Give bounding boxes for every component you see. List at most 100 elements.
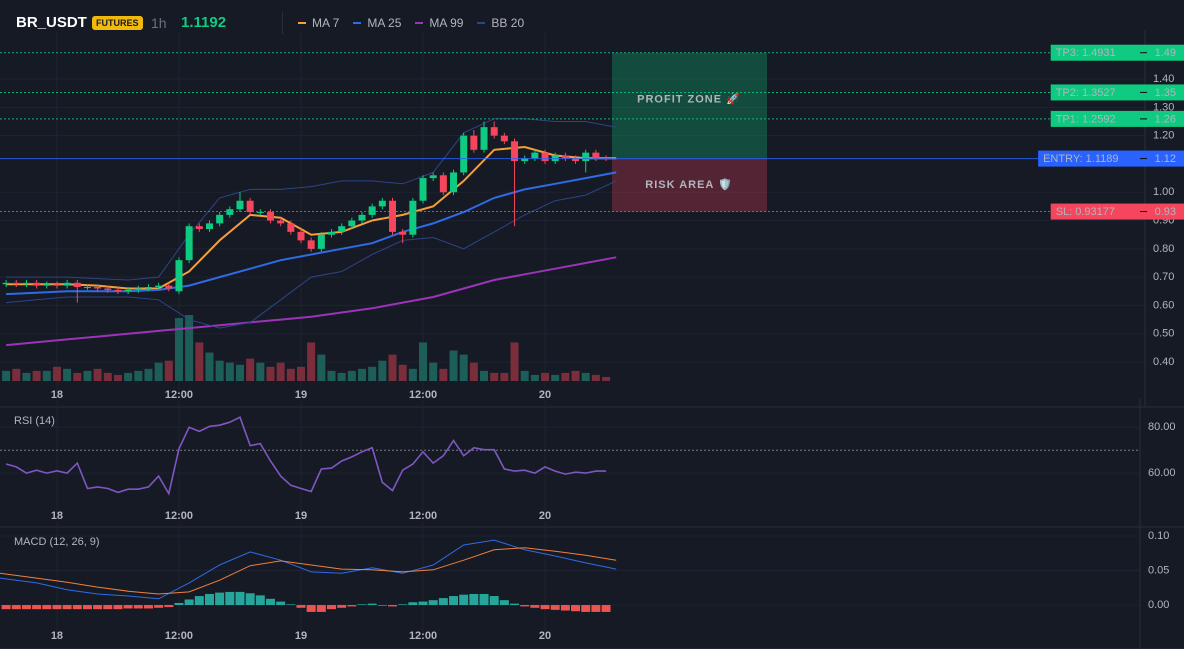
volume-bar bbox=[12, 368, 21, 381]
histogram-bar bbox=[479, 593, 489, 606]
candle-body bbox=[83, 287, 91, 289]
histogram-bar bbox=[225, 591, 235, 606]
legend-item[interactable]: MA 99 bbox=[415, 16, 463, 30]
candle-body bbox=[22, 282, 30, 285]
y-tick-label: 60.00 bbox=[1148, 467, 1176, 479]
candle-body bbox=[338, 226, 346, 232]
histogram-bar bbox=[62, 605, 72, 610]
volume bbox=[2, 315, 611, 381]
candle-body bbox=[236, 200, 244, 210]
candle-body bbox=[134, 288, 142, 290]
histogram-bar bbox=[204, 593, 214, 606]
candle-body bbox=[12, 282, 20, 285]
volume-bar bbox=[63, 368, 72, 381]
candle-body bbox=[226, 209, 234, 215]
zone bbox=[612, 52, 767, 159]
candle-body bbox=[144, 287, 152, 289]
volume-bar bbox=[530, 374, 539, 381]
candle-body bbox=[43, 284, 51, 286]
legend-swatch bbox=[353, 22, 362, 24]
histogram-bar bbox=[347, 605, 357, 607]
candle-body bbox=[266, 212, 274, 221]
x-tick-label: 20 bbox=[539, 630, 551, 642]
volume-bar bbox=[103, 372, 112, 381]
x-tick-label: 12:00 bbox=[409, 630, 437, 642]
histogram-bar bbox=[418, 601, 428, 606]
histogram-bar bbox=[591, 605, 601, 612]
histogram-bar bbox=[408, 602, 418, 606]
histogram-bar bbox=[245, 593, 255, 606]
histogram-bar bbox=[296, 605, 306, 608]
x-tick-label: 12:00 bbox=[409, 389, 437, 401]
separator bbox=[282, 12, 283, 34]
candle-body bbox=[175, 260, 183, 292]
y-tick-label: 1.40 bbox=[1153, 73, 1174, 85]
y-tick-label: 0.50 bbox=[1153, 328, 1174, 340]
volume-bar bbox=[185, 315, 194, 381]
candle-body bbox=[165, 285, 173, 289]
candle-body bbox=[470, 135, 478, 150]
level-label: TP3: 1.4931 bbox=[1056, 47, 1116, 59]
volume-bar bbox=[429, 362, 438, 381]
y-tick-label: 0.05 bbox=[1148, 564, 1169, 576]
candle-body bbox=[480, 127, 488, 150]
histogram-bar bbox=[449, 596, 459, 606]
candle-body bbox=[460, 135, 468, 173]
histogram-bar bbox=[52, 605, 62, 610]
x-tick-label: 20 bbox=[539, 510, 551, 522]
volume-bar bbox=[602, 376, 611, 381]
histogram-bar bbox=[388, 605, 398, 607]
volume-bar bbox=[388, 354, 397, 381]
legend-item[interactable]: MA 25 bbox=[353, 16, 401, 30]
histogram-bar bbox=[398, 604, 408, 606]
interval[interactable]: 1h bbox=[151, 15, 167, 31]
candle-body bbox=[124, 289, 132, 292]
y-tick-label: 0.70 bbox=[1153, 271, 1174, 283]
legend-item[interactable]: BB 20 bbox=[477, 16, 524, 30]
zone-label: RISK AREA 🛡️ bbox=[645, 178, 732, 191]
zone-label: PROFIT ZONE 🚀 bbox=[637, 93, 741, 106]
volume-bar bbox=[42, 370, 51, 381]
candle-body bbox=[277, 220, 285, 224]
volume-bar bbox=[215, 360, 224, 381]
volume-bar bbox=[307, 342, 316, 381]
volume-bar bbox=[337, 372, 346, 381]
rsi-line bbox=[5, 416, 607, 496]
histogram-bar bbox=[459, 594, 469, 606]
volume-bar bbox=[439, 368, 448, 381]
header: BR_USDT FUTURES 1h 1.1192 MA 7 MA 25 MA 99… bbox=[0, 0, 1184, 46]
level-label: ENTRY: 1.1189 bbox=[1043, 153, 1118, 165]
volume-bar bbox=[195, 342, 204, 381]
histogram-bar bbox=[337, 605, 347, 608]
histogram-bar bbox=[82, 605, 92, 610]
histogram-bar bbox=[510, 603, 520, 606]
volume-bar bbox=[154, 362, 163, 381]
histogram-bar bbox=[154, 605, 164, 608]
x-tick-label: 19 bbox=[295, 630, 307, 642]
candle-body bbox=[500, 135, 508, 142]
volume-bar bbox=[276, 362, 285, 381]
candle-body bbox=[205, 223, 213, 230]
histogram-bar bbox=[306, 605, 316, 612]
candle-body bbox=[490, 127, 498, 136]
histogram-bar bbox=[103, 605, 113, 610]
candle-body bbox=[582, 152, 590, 162]
histogram-bar bbox=[316, 605, 326, 612]
histogram-bar bbox=[133, 605, 143, 609]
legend-item[interactable]: MA 7 bbox=[298, 16, 339, 30]
histogram-bar bbox=[286, 604, 296, 606]
y-tick-label: 0.10 bbox=[1148, 530, 1169, 542]
histogram-bar bbox=[428, 600, 438, 606]
legend: MA 7 MA 25 MA 99 BB 20 bbox=[298, 16, 524, 30]
legend-label: MA 25 bbox=[367, 16, 402, 30]
level-label: TP1: 1.2592 bbox=[1056, 113, 1116, 125]
candle-body bbox=[561, 155, 569, 159]
volume-bar bbox=[256, 362, 265, 381]
signal-line bbox=[0, 547, 617, 595]
symbol[interactable]: BR_USDT bbox=[16, 14, 87, 31]
volume-bar bbox=[581, 372, 590, 381]
histogram-bar bbox=[560, 605, 570, 611]
histogram-bar bbox=[357, 604, 367, 606]
volume-bar bbox=[571, 370, 580, 381]
